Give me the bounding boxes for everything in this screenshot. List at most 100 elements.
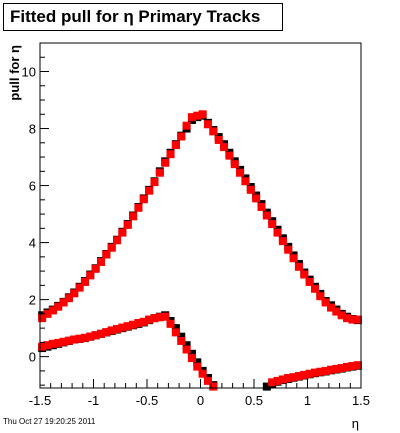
red-marker-point bbox=[64, 294, 73, 303]
black-marker-point bbox=[177, 332, 186, 341]
red-marker-point bbox=[118, 228, 127, 237]
red-marker-point bbox=[177, 132, 186, 141]
red-marker-point bbox=[187, 113, 196, 122]
axis-ticks: -1.5 -1 -0.5 0 0.5 1 1.5 0 2 4 6 8 10 bbox=[22, 42, 370, 408]
red-marker-point bbox=[225, 151, 234, 160]
red-marker-point bbox=[129, 320, 138, 329]
chart-title: Fitted pull for η Primary Tracks bbox=[3, 3, 283, 31]
red-marker-point bbox=[171, 141, 180, 150]
red-marker-point bbox=[278, 375, 287, 384]
red-marker-point bbox=[145, 315, 154, 324]
red-marker-point bbox=[203, 120, 212, 129]
y-tick-label: 2 bbox=[29, 293, 36, 308]
red-marker-point bbox=[75, 283, 84, 292]
red-marker-point bbox=[284, 374, 293, 383]
data-points bbox=[38, 110, 362, 391]
red-marker-point bbox=[182, 121, 191, 130]
red-marker-point bbox=[182, 345, 191, 354]
red-marker-point bbox=[284, 245, 293, 254]
red-marker-point bbox=[86, 332, 95, 341]
red-marker-point bbox=[107, 326, 116, 335]
black-marker-point bbox=[262, 382, 271, 391]
red-marker-point bbox=[118, 323, 127, 332]
y-tick-label: 8 bbox=[29, 122, 36, 137]
red-marker-point bbox=[348, 315, 357, 324]
black-marker-point bbox=[171, 324, 180, 333]
red-marker-point bbox=[113, 236, 122, 245]
red-marker-point bbox=[134, 318, 143, 327]
red-marker-point bbox=[214, 135, 223, 144]
red-marker-point bbox=[43, 309, 52, 318]
red-marker-point bbox=[332, 307, 341, 316]
red-marker-point bbox=[316, 367, 325, 376]
red-marker-point bbox=[305, 369, 314, 378]
red-marker-point bbox=[43, 341, 52, 350]
red-marker-point bbox=[187, 354, 196, 363]
red-marker-point bbox=[337, 364, 346, 373]
x-tick-label: -1.5 bbox=[29, 393, 51, 408]
red-marker-point bbox=[353, 361, 362, 370]
red-marker-point bbox=[139, 195, 148, 204]
red-marker-point bbox=[289, 254, 298, 263]
red-marker-point bbox=[91, 264, 100, 273]
red-marker-point bbox=[123, 220, 132, 229]
red-marker-point bbox=[123, 322, 132, 331]
red-marker-point bbox=[353, 315, 362, 324]
red-marker-point bbox=[193, 362, 202, 371]
black-marker-point bbox=[182, 341, 191, 350]
y-tick-label: 0 bbox=[29, 350, 36, 365]
red-marker-point bbox=[145, 186, 154, 195]
red-marker-point bbox=[80, 333, 89, 342]
red-marker-point bbox=[321, 298, 330, 307]
red-marker-point bbox=[273, 376, 282, 385]
red-marker-point bbox=[48, 306, 57, 315]
red-marker-point bbox=[102, 250, 111, 259]
red-marker-point bbox=[209, 127, 218, 136]
y-tick-label: 4 bbox=[29, 236, 36, 251]
red-marker-point bbox=[294, 372, 303, 381]
y-axis-label: pull for η bbox=[7, 45, 22, 101]
red-marker-point bbox=[198, 369, 207, 378]
red-marker-point bbox=[230, 160, 239, 169]
red-marker-point bbox=[305, 277, 314, 286]
red-marker-point bbox=[241, 177, 250, 186]
black-marker-point bbox=[187, 349, 196, 358]
red-marker-point bbox=[348, 362, 357, 371]
red-marker-point bbox=[75, 334, 84, 343]
red-marker-point bbox=[171, 328, 180, 337]
red-marker-point bbox=[150, 178, 159, 187]
red-marker-point bbox=[300, 270, 309, 279]
red-marker-point bbox=[38, 314, 47, 323]
red-marker-point bbox=[289, 373, 298, 382]
red-marker-point bbox=[327, 365, 336, 374]
red-marker-point bbox=[161, 158, 170, 167]
red-marker-point bbox=[64, 336, 73, 345]
red-marker-point bbox=[155, 313, 164, 322]
y-tick-label: 10 bbox=[22, 65, 36, 80]
red-marker-point bbox=[113, 324, 122, 333]
red-marker-point bbox=[193, 111, 202, 120]
y-tick-label: 6 bbox=[29, 179, 36, 194]
red-marker-point bbox=[252, 194, 261, 203]
red-marker-point bbox=[268, 378, 277, 387]
red-marker-point bbox=[70, 289, 79, 298]
red-marker-point bbox=[139, 317, 148, 326]
red-marker-point bbox=[209, 382, 218, 391]
red-marker-point bbox=[80, 277, 89, 286]
red-marker-point bbox=[166, 150, 175, 159]
red-marker-point bbox=[70, 335, 79, 344]
red-marker-point bbox=[102, 328, 111, 337]
x-tick-label: 1 bbox=[304, 393, 311, 408]
red-marker-point bbox=[198, 110, 207, 119]
red-marker-point bbox=[54, 338, 63, 347]
red-marker-point bbox=[278, 237, 287, 246]
x-tick-label: 0.5 bbox=[245, 393, 263, 408]
red-marker-point bbox=[337, 311, 346, 320]
red-marker-point bbox=[294, 262, 303, 271]
red-marker-point bbox=[257, 202, 266, 211]
red-marker-point bbox=[300, 370, 309, 379]
red-marker-point bbox=[268, 220, 277, 229]
red-marker-point bbox=[54, 302, 63, 311]
red-marker-point bbox=[327, 303, 336, 312]
